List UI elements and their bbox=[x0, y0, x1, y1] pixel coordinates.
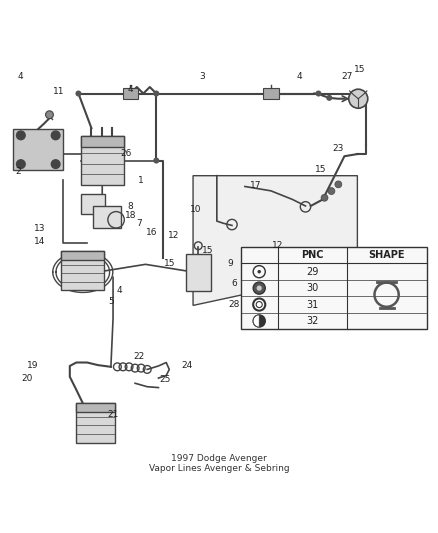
Circle shape bbox=[17, 131, 25, 140]
Text: SHAPE: SHAPE bbox=[368, 251, 405, 260]
Text: 17: 17 bbox=[250, 181, 261, 190]
Text: DOHC: DOHC bbox=[272, 249, 312, 263]
Text: 11: 11 bbox=[53, 87, 65, 96]
Text: 4: 4 bbox=[296, 72, 302, 80]
Circle shape bbox=[253, 282, 265, 294]
Bar bbox=[76, 403, 115, 412]
Bar bbox=[76, 403, 115, 443]
Text: 21: 21 bbox=[107, 410, 119, 419]
Text: 15: 15 bbox=[354, 65, 365, 74]
Text: 15: 15 bbox=[202, 246, 214, 255]
Text: 9: 9 bbox=[227, 259, 233, 268]
Bar bbox=[263, 88, 279, 99]
Text: 29: 29 bbox=[306, 266, 318, 277]
Text: 30: 30 bbox=[306, 283, 318, 293]
Text: 25: 25 bbox=[159, 375, 171, 384]
Circle shape bbox=[153, 91, 159, 96]
Circle shape bbox=[326, 95, 332, 101]
Bar bbox=[240, 247, 427, 329]
Text: 15: 15 bbox=[163, 259, 175, 268]
Text: 22: 22 bbox=[134, 352, 145, 361]
Circle shape bbox=[257, 286, 262, 290]
Text: 6: 6 bbox=[231, 279, 237, 288]
Circle shape bbox=[258, 270, 261, 273]
Circle shape bbox=[328, 188, 335, 195]
Circle shape bbox=[253, 315, 265, 327]
Text: 8: 8 bbox=[127, 203, 133, 211]
Text: 18: 18 bbox=[124, 211, 136, 220]
Text: 14: 14 bbox=[34, 237, 45, 246]
Text: 4: 4 bbox=[127, 85, 133, 94]
Circle shape bbox=[75, 91, 81, 96]
Bar bbox=[81, 194, 105, 214]
Text: 2: 2 bbox=[15, 167, 21, 176]
Text: 15: 15 bbox=[315, 165, 326, 174]
Text: 19: 19 bbox=[27, 361, 39, 369]
Circle shape bbox=[153, 158, 159, 164]
Bar bbox=[61, 252, 104, 290]
Text: 5: 5 bbox=[108, 296, 114, 305]
Circle shape bbox=[321, 195, 328, 201]
Circle shape bbox=[17, 160, 25, 168]
Text: 32: 32 bbox=[306, 316, 318, 326]
Text: 20: 20 bbox=[21, 374, 32, 383]
Text: 4: 4 bbox=[117, 286, 122, 295]
Text: 26: 26 bbox=[120, 149, 132, 158]
Bar bbox=[81, 136, 124, 147]
Circle shape bbox=[46, 111, 53, 119]
Circle shape bbox=[315, 91, 321, 96]
Circle shape bbox=[349, 89, 368, 108]
Text: 24: 24 bbox=[181, 361, 192, 369]
Text: 27: 27 bbox=[341, 72, 352, 80]
Circle shape bbox=[253, 298, 265, 311]
Text: 10: 10 bbox=[190, 205, 201, 214]
Text: 13: 13 bbox=[34, 224, 45, 233]
Bar bbox=[14, 129, 63, 170]
Text: 3: 3 bbox=[199, 72, 205, 80]
Bar bbox=[92, 206, 120, 228]
Text: PNC: PNC bbox=[301, 251, 324, 260]
Text: 1: 1 bbox=[138, 175, 144, 184]
Text: 23: 23 bbox=[332, 144, 343, 154]
Text: 4: 4 bbox=[17, 72, 23, 80]
Circle shape bbox=[51, 160, 60, 168]
Wedge shape bbox=[253, 315, 259, 327]
Text: 1997 Dodge Avenger
Vapor Lines Avenger & Sebring: 1997 Dodge Avenger Vapor Lines Avenger &… bbox=[148, 454, 290, 473]
Text: 31: 31 bbox=[306, 300, 318, 310]
Polygon shape bbox=[193, 176, 357, 305]
Bar bbox=[81, 136, 124, 185]
Text: 16: 16 bbox=[146, 228, 158, 237]
Text: 12: 12 bbox=[272, 241, 283, 250]
Circle shape bbox=[51, 131, 60, 140]
Text: 7: 7 bbox=[136, 219, 142, 228]
Text: 12: 12 bbox=[168, 231, 179, 240]
Text: 28: 28 bbox=[229, 300, 240, 309]
Bar bbox=[123, 88, 138, 99]
Bar bbox=[61, 252, 104, 260]
Circle shape bbox=[335, 181, 342, 188]
Bar bbox=[186, 254, 211, 290]
